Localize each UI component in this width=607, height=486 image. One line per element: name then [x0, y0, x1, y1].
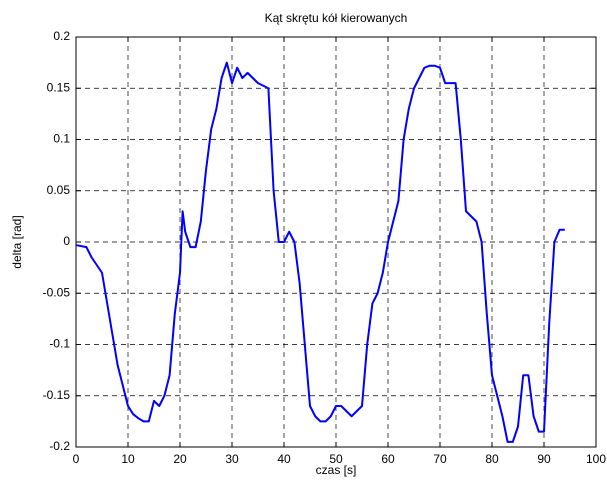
x-tick-label: 50 — [329, 452, 343, 466]
x-tick-label: 10 — [121, 452, 135, 466]
y-tick-label: 0.1 — [53, 132, 70, 146]
y-tick-label: 0.15 — [47, 80, 71, 94]
x-tick-label: 100 — [586, 452, 606, 466]
y-tick-label: -0.05 — [43, 285, 71, 299]
y-tick-label: 0.2 — [53, 29, 70, 43]
x-tick-label: 80 — [485, 452, 499, 466]
y-tick-label: 0 — [63, 234, 70, 248]
x-tick-label: 0 — [73, 452, 80, 466]
x-tick-label: 60 — [381, 452, 395, 466]
y-axis-label: delta [rad] — [10, 215, 24, 268]
chart-title: Kąt skrętu kół kierowanych — [265, 11, 408, 25]
x-tick-label: 40 — [277, 452, 291, 466]
x-tick-label: 90 — [537, 452, 551, 466]
y-tick-label: -0.1 — [49, 337, 70, 351]
y-tick-label: 0.05 — [47, 183, 71, 197]
y-tick-label: -0.15 — [43, 388, 71, 402]
x-tick-label: 20 — [173, 452, 187, 466]
x-tick-label: 30 — [225, 452, 239, 466]
plot-frame — [75, 36, 597, 448]
x-axis-label: czas [s] — [316, 463, 357, 477]
y-tick-label: -0.2 — [49, 439, 70, 453]
line-series — [75, 61, 565, 443]
x-tick-label: 70 — [433, 452, 447, 466]
